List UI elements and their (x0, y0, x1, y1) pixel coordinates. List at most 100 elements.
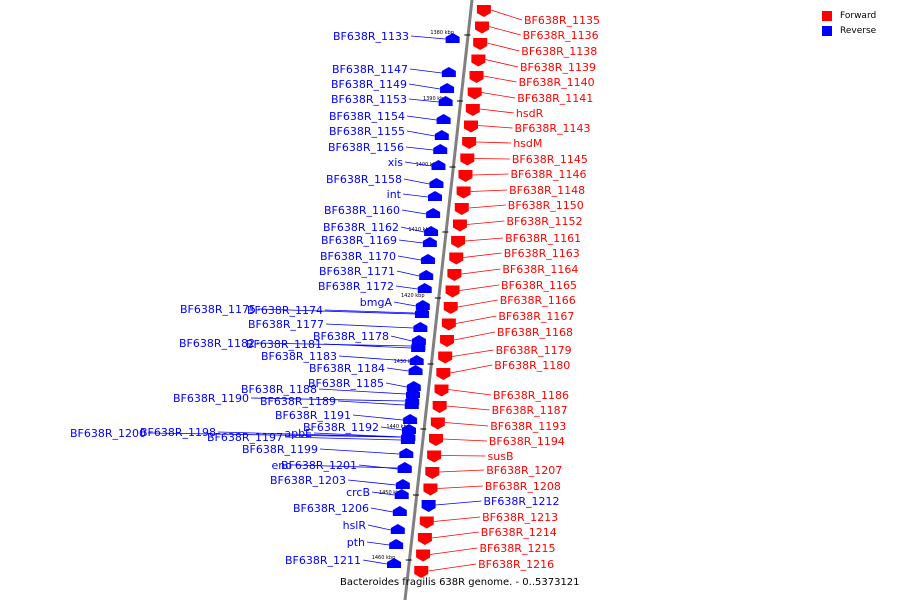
legend-forward: Forward (822, 8, 892, 23)
forward-gene-block (465, 104, 480, 116)
reverse-gene-block (431, 160, 446, 170)
forward-gene-block (417, 533, 432, 545)
forward-gene-block (469, 71, 484, 83)
reverse-gene-label: BF638R_1175 (180, 303, 256, 316)
leader-line (396, 270, 420, 277)
reverse-gene-label: BF638R_1182 (179, 337, 255, 350)
leader-line (455, 315, 497, 324)
leader-line (437, 485, 483, 489)
genome-caption: Bacteroides fragilis 638R genome. - 0..5… (340, 577, 580, 588)
leader-line (476, 141, 512, 144)
leader-line (217, 431, 402, 438)
forward-gene-label: BF638R_1146 (511, 168, 587, 181)
forward-gene-label: BF638R_1161 (505, 232, 581, 245)
forward-gene-block (460, 153, 475, 166)
reverse-gene-label: apbE (284, 427, 312, 440)
forward-gene-label: BF638R_1141 (517, 92, 593, 105)
reverse-gene-block (422, 237, 437, 247)
leader-line (405, 146, 434, 151)
leader-line (459, 284, 500, 291)
leader-line (403, 178, 430, 185)
reverse-gene-block (426, 208, 441, 218)
forward-gene-block (458, 170, 473, 182)
forward-gene-label: BF638R_1215 (479, 542, 555, 555)
leader-line (431, 531, 479, 539)
leader-line (385, 382, 407, 388)
forward-gene-label: BF638R_1194 (489, 435, 565, 448)
reverse-gene-block (438, 96, 453, 106)
reverse-gene-block (394, 489, 409, 499)
leader-line (441, 455, 486, 457)
reverse-gene-block (434, 130, 449, 140)
legend-reverse-label: Reverse (840, 25, 877, 36)
forward-gene-block (436, 368, 451, 380)
legend-forward-label: Forward (840, 10, 877, 21)
leader-line (323, 343, 412, 349)
leader-line (468, 204, 506, 209)
genome-axis (403, 0, 474, 600)
leader-line (398, 239, 423, 244)
leader-line (250, 397, 406, 402)
reverse-gene-block (406, 388, 421, 398)
leader-line (284, 436, 401, 441)
reverse-gene-label: BF638R_1183 (261, 350, 337, 363)
reverse-gene-label: BF638R_1177 (248, 318, 324, 331)
forward-gene-block (451, 236, 466, 248)
reverse-gene-block (436, 114, 451, 124)
leader-line (410, 35, 446, 40)
reverse-gene-block (409, 355, 424, 365)
leader-line (380, 426, 403, 431)
kbp-label: 1460 kbp (372, 555, 396, 561)
leader-line (366, 541, 390, 546)
reverse-gene-block (401, 424, 416, 434)
forward-gene-block (419, 516, 434, 529)
reverse-gene-label: BF638R_1160 (324, 204, 400, 217)
reverse-gene-block (408, 365, 423, 375)
leader-line (406, 115, 437, 121)
leader-line (461, 268, 501, 275)
leader-line (347, 479, 396, 486)
forward-gene-label: BF638R_1186 (493, 389, 569, 402)
leader-line (325, 323, 414, 329)
forward-gene-block (441, 318, 456, 331)
leader-line (402, 193, 429, 198)
reverse-gene-block (415, 307, 430, 317)
reverse-gene-label: BF638R_1169 (321, 234, 397, 247)
leader-line (485, 59, 519, 68)
reverse-gene-label: BF638R_1190 (173, 392, 249, 405)
leader-line (371, 491, 395, 496)
forward-gene-block (423, 483, 438, 496)
kbp-label: 1420 kbp (401, 293, 425, 299)
reverse-gene-label: xis (388, 156, 404, 169)
forward-gene-block (445, 285, 460, 298)
forward-gene-block (449, 252, 464, 265)
leader-line (370, 507, 393, 513)
forward-gene-block (428, 434, 443, 446)
forward-gene-label: BF638R_1212 (484, 495, 560, 508)
leader-line (477, 125, 513, 129)
forward-gene-label: BF638R_1168 (497, 326, 573, 339)
leader-line (404, 161, 432, 167)
reverse-gene-label: BF638R_1162 (323, 221, 399, 234)
leader-line (433, 516, 481, 522)
forward-gene-block (414, 566, 429, 578)
leader-line (401, 209, 427, 215)
reverse-gene-label: int (387, 188, 402, 201)
legend-reverse: Reverse (822, 23, 892, 38)
reverse-gene-label: BF638R_1203 (270, 474, 346, 487)
leader-line (452, 349, 494, 357)
reverse-gene-label: BF638R_1149 (331, 78, 407, 91)
forward-gene-label: BF638R_1214 (481, 526, 557, 539)
reverse-gene-label: BF638R_1198 (140, 426, 216, 439)
reverse-gene-label: BF638R_1206 (293, 502, 369, 515)
kbp-label: 1380 kbp (430, 30, 454, 36)
leader-line (362, 559, 388, 565)
forward-gene-label: BF638R_1139 (520, 61, 596, 74)
kbp-label: 1430 kbp (394, 359, 418, 365)
leader-line (409, 68, 442, 74)
legend: Forward Reverse (822, 8, 892, 38)
forward-gene-label: BF638R_1166 (500, 294, 576, 307)
forward-gene-block (476, 5, 491, 17)
leader-line (318, 388, 407, 395)
leader-line (313, 432, 402, 438)
